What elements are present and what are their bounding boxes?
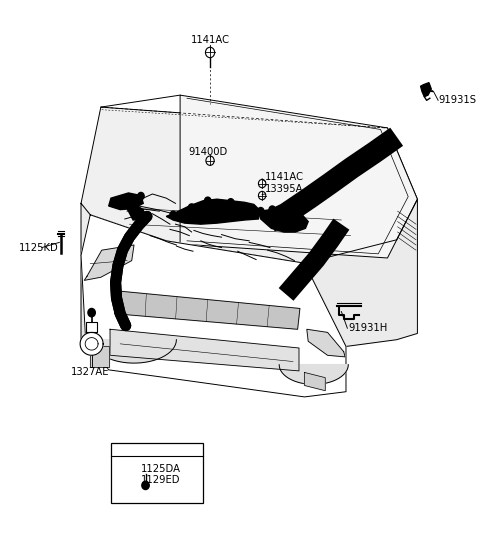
Text: 13395A: 13395A bbox=[265, 184, 304, 194]
Polygon shape bbox=[180, 95, 418, 258]
Circle shape bbox=[269, 206, 276, 213]
Circle shape bbox=[142, 481, 149, 489]
Circle shape bbox=[204, 197, 211, 204]
Polygon shape bbox=[81, 203, 166, 255]
Circle shape bbox=[170, 211, 177, 218]
Polygon shape bbox=[86, 322, 97, 332]
Circle shape bbox=[188, 204, 195, 211]
Text: 91931S: 91931S bbox=[438, 95, 476, 105]
Text: 91400D: 91400D bbox=[188, 146, 228, 157]
Circle shape bbox=[138, 192, 144, 199]
Text: 1129ED: 1129ED bbox=[141, 475, 180, 485]
Polygon shape bbox=[115, 291, 300, 330]
Polygon shape bbox=[90, 346, 108, 367]
Polygon shape bbox=[81, 215, 346, 397]
Text: 1125KD: 1125KD bbox=[19, 243, 59, 253]
Polygon shape bbox=[108, 193, 143, 210]
Text: 1141AC: 1141AC bbox=[191, 35, 229, 44]
Circle shape bbox=[88, 308, 96, 317]
Bar bbox=[111, 443, 203, 502]
Polygon shape bbox=[279, 365, 348, 384]
Polygon shape bbox=[80, 332, 103, 356]
Polygon shape bbox=[304, 199, 418, 346]
Text: 1125DA: 1125DA bbox=[141, 464, 181, 474]
Polygon shape bbox=[420, 82, 431, 96]
Circle shape bbox=[126, 195, 132, 202]
Text: 91931H: 91931H bbox=[348, 323, 387, 333]
Polygon shape bbox=[304, 372, 325, 391]
Polygon shape bbox=[307, 330, 345, 357]
Polygon shape bbox=[81, 235, 111, 340]
Polygon shape bbox=[84, 245, 134, 280]
Polygon shape bbox=[261, 209, 308, 232]
Polygon shape bbox=[92, 340, 177, 363]
Polygon shape bbox=[127, 201, 145, 220]
Polygon shape bbox=[81, 107, 418, 263]
Polygon shape bbox=[166, 199, 261, 224]
Circle shape bbox=[257, 208, 264, 215]
Polygon shape bbox=[110, 330, 299, 371]
Text: 1327AE: 1327AE bbox=[71, 367, 109, 377]
Text: 1141AC: 1141AC bbox=[265, 171, 304, 182]
Circle shape bbox=[228, 199, 234, 206]
